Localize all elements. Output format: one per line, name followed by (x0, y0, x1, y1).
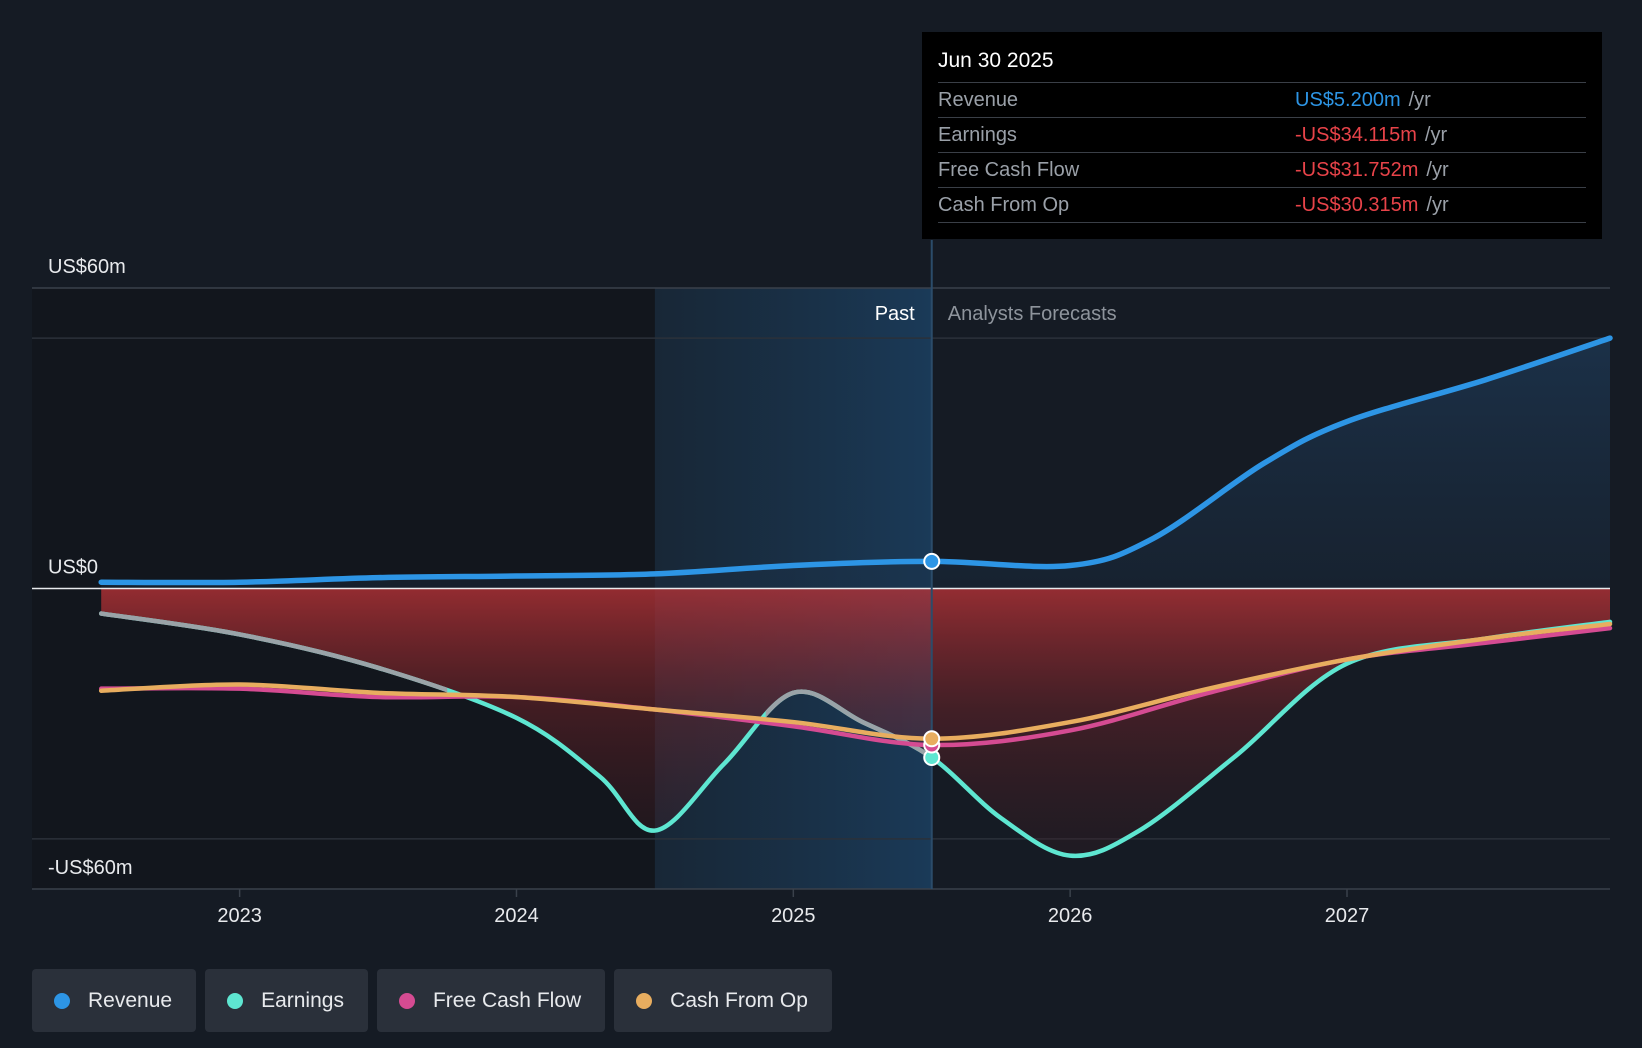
tooltip-value: -US$34.115m (1295, 123, 1417, 146)
y-tick-label: -US$60m (48, 857, 132, 879)
marker-revenue (923, 552, 941, 570)
tooltip-row-free-cash-flow: Free Cash Flow -US$31.752m /yr (938, 152, 1586, 187)
marker-cash-from-op (923, 730, 941, 748)
legend-dot-icon (54, 992, 70, 1009)
legend-label: Earnings (261, 988, 344, 1012)
tooltip-unit: /yr (1424, 123, 1448, 146)
tooltip-label: Earnings (938, 123, 1017, 146)
tooltip-unit: /yr (1408, 88, 1431, 111)
legend-label: Free Cash Flow (432, 988, 582, 1012)
legend-item-free-cash-flow[interactable]: Free Cash Flow (376, 969, 606, 1032)
x-tick-label: 2026 (1048, 905, 1093, 927)
tooltip-value: -US$30.315m (1295, 193, 1419, 216)
legend-item-revenue[interactable]: Revenue (32, 969, 197, 1032)
tooltip-unit: /yr (1426, 158, 1449, 181)
past-label: Past (875, 303, 915, 325)
forecast-label: Analysts Forecasts (948, 303, 1117, 325)
tooltip-label: Cash From Op (938, 193, 1070, 216)
tooltip-value: -US$31.752m (1295, 158, 1419, 181)
legend-label: Revenue (88, 988, 173, 1012)
legend-item-cash-from-op[interactable]: Cash From Op (614, 969, 832, 1032)
legend-dot-icon (227, 992, 244, 1009)
legend-item-earnings[interactable]: Earnings (205, 969, 368, 1032)
x-tick-label: 2024 (494, 905, 539, 927)
y-tick-label: US$0 (48, 557, 98, 579)
legend-dot-icon (636, 992, 653, 1009)
legend-label: Cash From Op (670, 988, 808, 1012)
tooltip-value: US$5.200m (1295, 88, 1401, 111)
negative-area (101, 588, 1610, 856)
revenue-area (101, 338, 1610, 589)
series-line-cash-from-op (98, 621, 1613, 742)
tooltip-label: Revenue (938, 88, 1019, 111)
tooltip-row-earnings: Earnings -US$34.115m /yr (938, 117, 1586, 152)
legend-dot-icon (398, 992, 415, 1009)
y-tick-label: US$60m (48, 256, 126, 278)
series-line-earnings-past (98, 611, 932, 859)
tooltip-label: Free Cash Flow (938, 158, 1080, 181)
tooltip-date: Jun 30 2025 (938, 49, 1054, 72)
tooltip-row-cash-from-op: Cash From Op -US$30.315m /yr (938, 187, 1586, 223)
tooltip-row-revenue: Revenue US$5.200m /yr (938, 82, 1586, 117)
x-tick-label: 2027 (1325, 905, 1370, 927)
x-tick-label: 2025 (771, 905, 816, 927)
tooltip: Jun 30 2025 Revenue US$5.200m /yr Earnin… (922, 32, 1602, 239)
legend: Revenue Earnings Free Cash Flow Cash Fro… (32, 969, 832, 1032)
x-tick-label: 2023 (217, 905, 262, 927)
tooltip-unit: /yr (1426, 193, 1449, 216)
